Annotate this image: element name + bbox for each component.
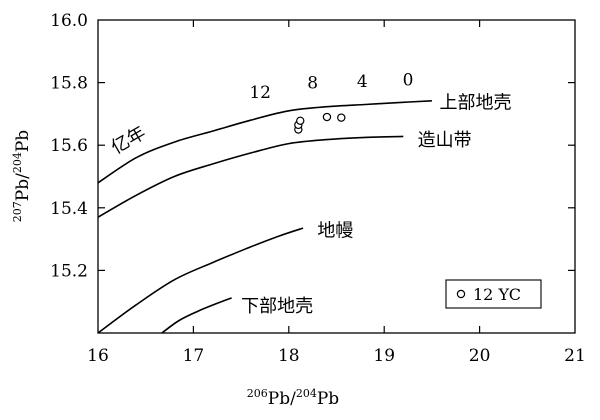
sample-points — [294, 112, 346, 134]
y-tick-label: 15.6 — [50, 136, 88, 156]
age-mark-12: 12 — [249, 83, 271, 103]
y-ticks: 15.2 15.4 15.6 15.8 16.0 — [50, 11, 575, 281]
legend-marker — [456, 289, 466, 299]
age-marks: 12 8 4 0 亿年 — [108, 70, 414, 158]
age-axis-label: 亿年 — [108, 122, 150, 158]
y-axis-label-mid: Pb/ — [13, 173, 33, 201]
sample-point — [337, 113, 346, 122]
x-tick-label: 17 — [183, 346, 205, 366]
curve-2 — [97, 227, 304, 334]
curve-0 — [97, 100, 432, 184]
curves — [97, 100, 432, 334]
sample-point — [322, 112, 332, 122]
y-axis-label-end: Pb — [13, 130, 33, 152]
x-tick-label: 19 — [373, 346, 395, 366]
age-mark-8: 8 — [307, 74, 318, 94]
sample-point — [296, 116, 305, 125]
legend-entry: 12 YC — [473, 285, 521, 304]
curve-label-2: 地幔 — [317, 221, 353, 242]
age-mark-4: 4 — [357, 72, 368, 92]
y-tick-label: 15.4 — [50, 199, 88, 219]
curve-3 — [161, 297, 232, 334]
x-tick-label: 21 — [564, 346, 586, 366]
plot-frame — [97, 19, 576, 334]
y-tick-label: 15.2 — [50, 261, 88, 281]
x-tick-label: 18 — [278, 346, 300, 366]
x-ticks: 16 17 18 19 20 21 — [87, 20, 586, 366]
curve-label-1: 造山带 — [418, 130, 472, 151]
curve-label-3: 下部地壳 — [241, 296, 313, 317]
y-axis-label: 207Pb/204Pb — [11, 130, 33, 223]
legend: 12 YC — [445, 279, 542, 309]
x-tick-label: 16 — [87, 346, 109, 366]
x-axis-label: 206Pb/204Pb — [247, 387, 340, 409]
y-axis-label-sup1: 207 — [11, 201, 24, 222]
y-tick-label: 16.0 — [50, 11, 88, 31]
x-axis-label-mid: Pb/ — [268, 389, 296, 409]
x-axis-label-sup1: 206 — [247, 387, 268, 400]
curve-label-0: 上部地壳 — [440, 92, 512, 113]
x-axis-label-end: Pb — [317, 389, 339, 409]
x-axis-label-sup2: 204 — [296, 387, 317, 400]
y-tick-label: 15.8 — [50, 74, 88, 94]
age-mark-0: 0 — [403, 70, 414, 90]
plot-border — [97, 19, 576, 334]
y-axis-label-sup2: 204 — [11, 152, 24, 173]
curve-1 — [97, 135, 404, 218]
x-tick-label: 20 — [469, 346, 491, 366]
